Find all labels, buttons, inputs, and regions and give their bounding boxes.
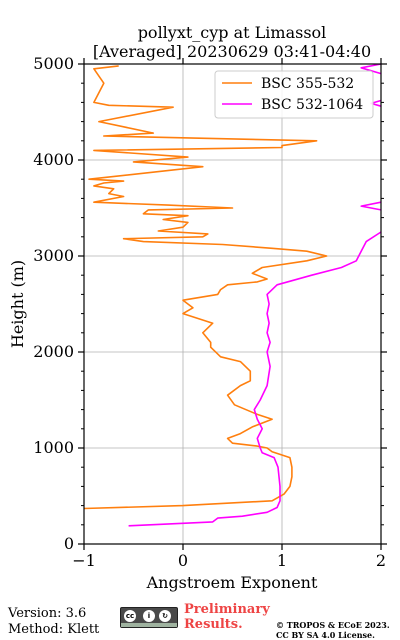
y-axis-label: Height (m) [8,260,27,348]
sa-icon: ↻ [159,610,171,622]
preliminary-results-note: Preliminary Results. [184,602,270,632]
series-line-bsc-355-532 [83,65,328,510]
plot-frame [83,63,382,545]
copyright-note: © TROPOS & ECoE 2023. CC BY SA 4.0 Licen… [276,620,390,640]
x-tick-label: 1 [277,551,287,570]
chart-title-line2: [Averaged] 20230629 03:41-04:40 [93,42,371,61]
y-tick-label: 5000 [33,54,74,73]
by-icon: i [143,610,155,622]
y-tick-label: 2000 [33,342,74,361]
legend: BSC 355-532 BSC 532-1064 [214,70,374,119]
series-line-bsc-532-1064 [128,231,382,527]
cc-license-badge: cc i ↻ [120,607,178,628]
legend-label-bsc-355-532: BSC 355-532 [261,76,354,92]
series-line-segment-4 [360,63,382,75]
version-text: Version: 3.6 [8,606,87,621]
y-tick-label: 0 [64,534,74,553]
license-strip [121,623,177,627]
cc-icon: cc [124,610,136,622]
footer-info: Version: 3.6 Method: Klett [8,606,99,638]
preliminary-line1: Preliminary [184,602,270,617]
x-tick-label: −1 [72,551,96,570]
chart-title-line1: pollyxt_cyp at Limassol [138,23,327,42]
y-tick-label: 3000 [33,246,74,265]
x-tick-label: 2 [376,551,386,570]
legend-label-bsc-532-1064: BSC 532-1064 [261,97,363,113]
copyright-line2: CC BY SA 4.0 License. [276,630,375,640]
preliminary-line2: Results. [184,617,243,632]
method-text: Method: Klett [8,622,100,637]
y-tick-label: 1000 [33,438,74,457]
plot-series [83,63,382,527]
x-axis-label: Angstroem Exponent [146,573,318,592]
series-line-segment-2 [360,201,382,211]
x-tick-label: 0 [178,551,188,570]
copyright-line1: © TROPOS & ECoE 2023. [276,620,390,630]
y-tick-label: 4000 [33,150,74,169]
legend-box [214,70,374,119]
